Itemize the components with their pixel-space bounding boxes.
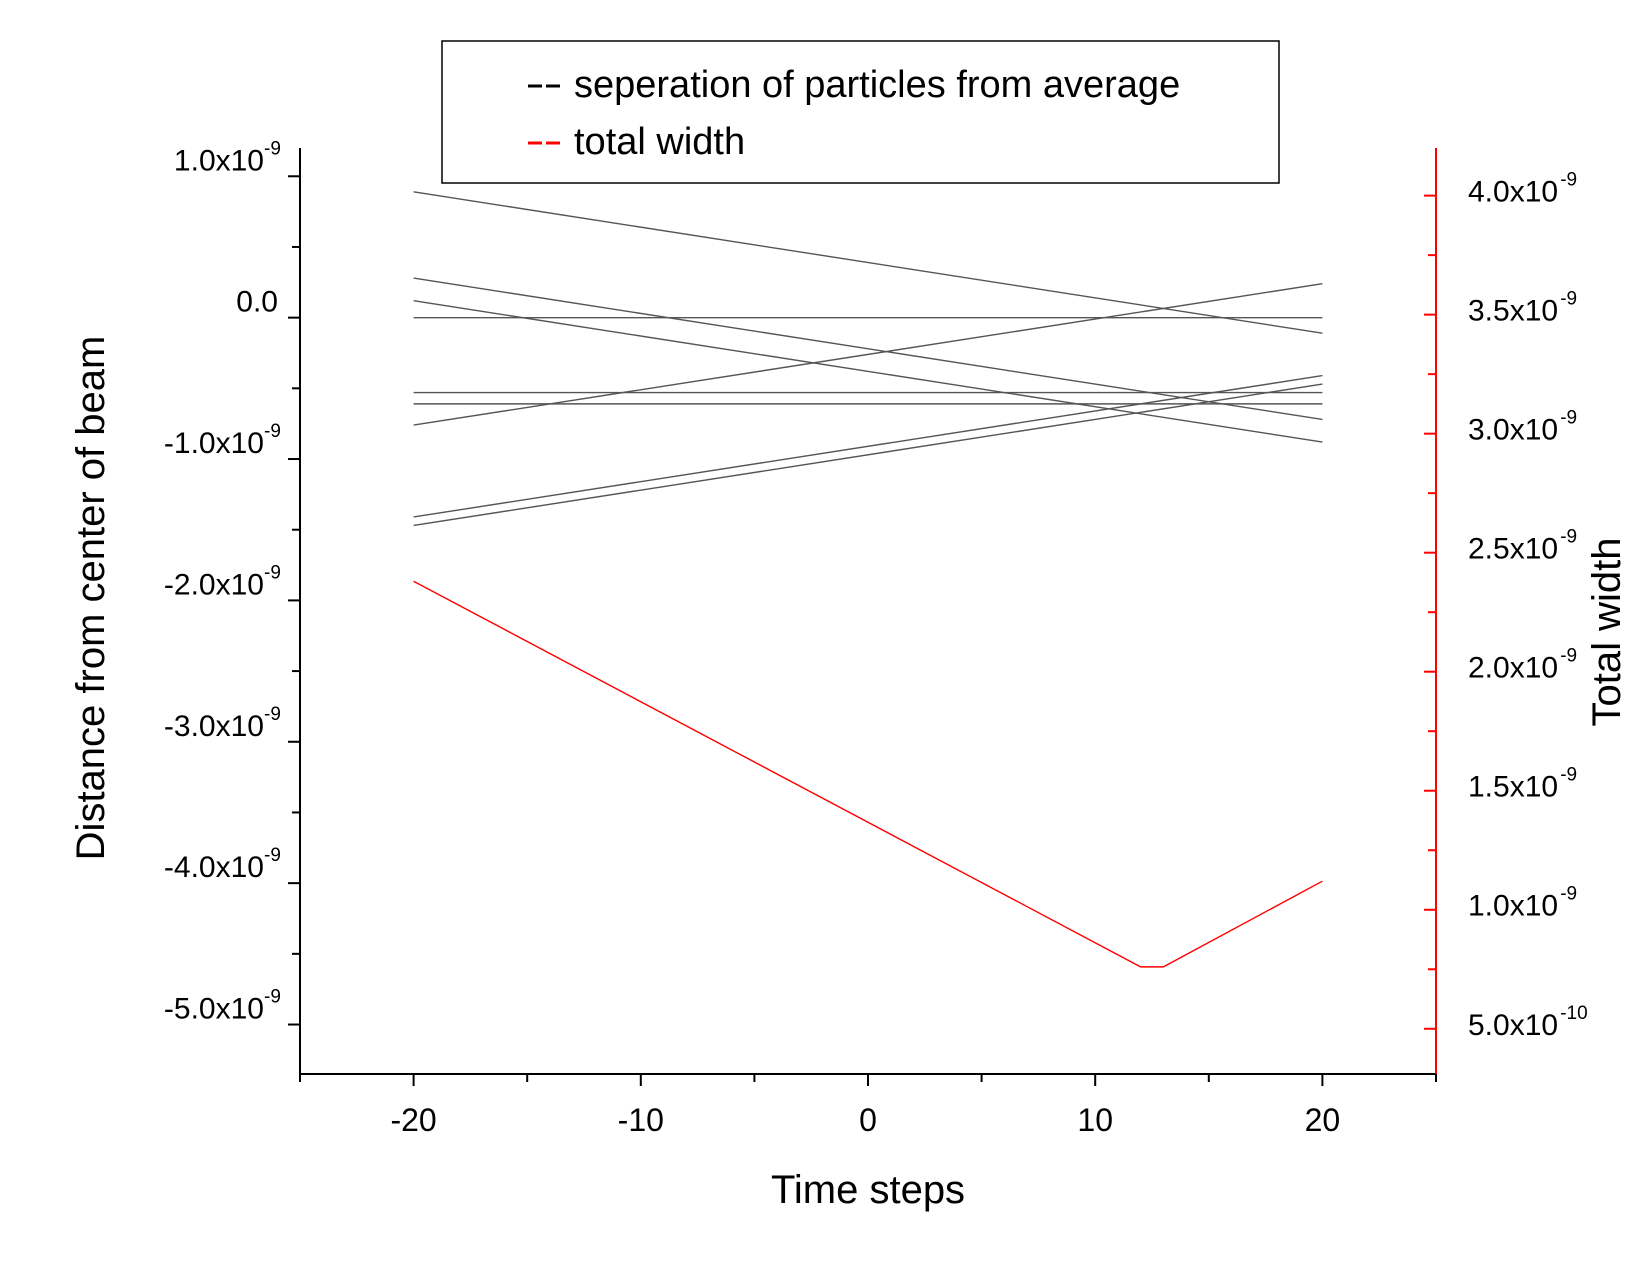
y2-tick-exponent: -10 <box>1560 1003 1587 1024</box>
y2-tick-label: 2.0x10 <box>1468 652 1558 685</box>
particle-series-line-1 <box>413 277 1323 421</box>
y2-tick-label: 3.0x10 <box>1468 414 1558 447</box>
y2-tick-exponent: -9 <box>1560 765 1577 786</box>
y-tick-label: -2.0x10 <box>164 568 264 601</box>
legend-label-particles: seperation of particles from average <box>574 64 1180 106</box>
y2-tick-exponent: -9 <box>1560 170 1577 191</box>
y2-axis-label: Total width <box>1585 538 1629 727</box>
y-tick-exponent: -9 <box>264 987 281 1008</box>
y-tick-label: 1.0x10 <box>174 144 264 177</box>
y2-tick-label: 1.0x10 <box>1468 890 1558 923</box>
x-tick-label: -10 <box>618 1102 664 1138</box>
y-tick-label: 0.0 <box>236 286 278 319</box>
y-tick-exponent: -9 <box>264 421 281 442</box>
particle-series-line-8 <box>413 383 1323 527</box>
particle-series-line-2 <box>413 299 1323 443</box>
y-tick-exponent: -9 <box>264 138 281 159</box>
y2-tick-label: 2.5x10 <box>1468 533 1558 566</box>
x-tick-label: 0 <box>859 1102 877 1138</box>
y2-tick-label: 5.0x10 <box>1468 1009 1558 1042</box>
y2-tick-label: 3.5x10 <box>1468 295 1558 328</box>
particle-series-line-6 <box>413 283 1323 426</box>
x-tick-label: 10 <box>1077 1102 1113 1138</box>
y-tick-exponent: -9 <box>264 562 281 583</box>
y2-tick-label: 4.0x10 <box>1468 176 1558 209</box>
y2-tick-exponent: -9 <box>1560 646 1577 667</box>
x-axis-label: Time steps <box>771 1168 965 1212</box>
y2-tick-exponent: -9 <box>1560 408 1577 429</box>
legend-box <box>441 40 1280 184</box>
total-width-series-line <box>413 580 1323 968</box>
particle-series-line-0 <box>413 191 1323 334</box>
y-tick-exponent: -9 <box>264 845 281 866</box>
legend-label-total-width: total width <box>574 121 745 163</box>
y-axis-label: Distance from center of beam <box>69 336 113 861</box>
y-tick-label: -1.0x10 <box>164 427 264 460</box>
y2-tick-exponent: -9 <box>1560 884 1577 905</box>
y2-tick-exponent: -9 <box>1560 527 1577 548</box>
y2-tick-exponent: -9 <box>1560 289 1577 310</box>
x-tick-label: 20 <box>1305 1102 1341 1138</box>
y-tick-label: -5.0x10 <box>164 993 264 1026</box>
y-tick-exponent: -9 <box>264 704 281 725</box>
particle-series-line-7 <box>413 374 1323 518</box>
y-tick-label: -3.0x10 <box>164 710 264 743</box>
y-tick-label: -4.0x10 <box>164 851 264 884</box>
y2-tick-label: 1.5x10 <box>1468 771 1558 804</box>
x-tick-label: -20 <box>390 1102 436 1138</box>
legend: seperation of particles from average tot… <box>441 40 1280 184</box>
